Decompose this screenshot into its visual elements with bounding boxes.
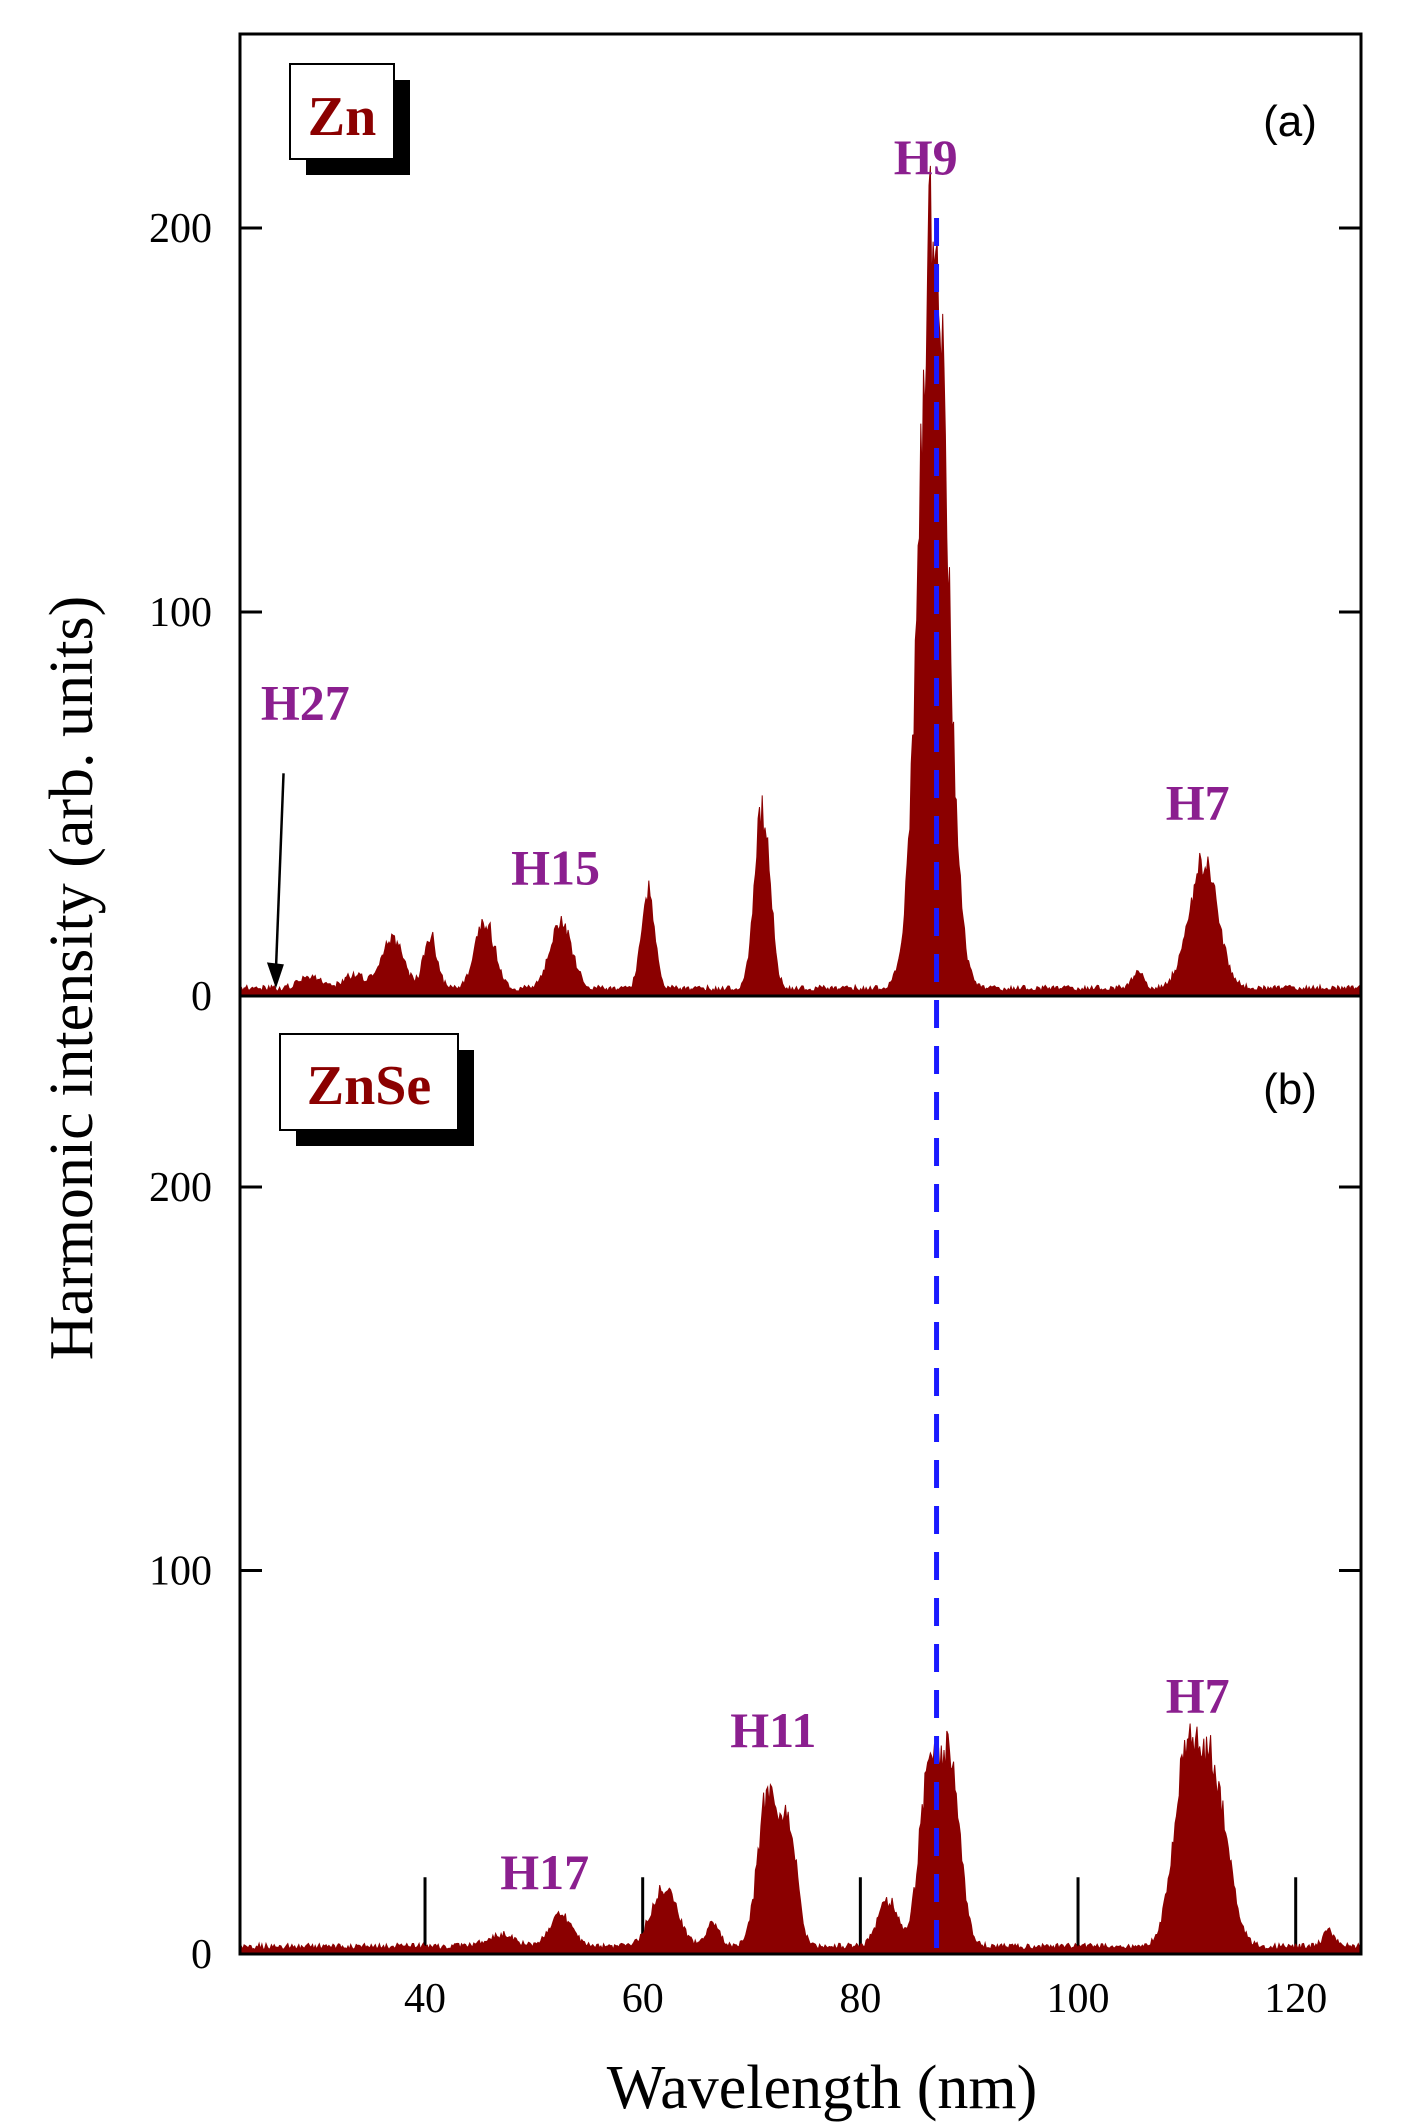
spectrum-area-znse [239, 1723, 1362, 1955]
h27-arrow-head [266, 962, 284, 989]
y-tick-label-a-0: 0 [191, 974, 212, 1020]
znse-label-box [279, 1033, 459, 1131]
spectrum-area-zn [239, 165, 1362, 997]
y-tick-label-b-200: 200 [149, 1165, 212, 1211]
x-tick-label-80: 80 [839, 1976, 881, 2022]
harmonic-label-h27: H27 [261, 675, 350, 731]
h27-arrow-shaft [274, 773, 285, 971]
panel-a: 0 100 200 H27 H15 H9 H7 Zn (a) [149, 32, 1363, 1020]
y-tick-label-b-100: 100 [149, 1549, 212, 1595]
panel-a-frame [238, 32, 1363, 998]
spectrum-fill-b [239, 1723, 1362, 1955]
x-tick-label-40: 40 [404, 1976, 446, 2022]
material-label-zn: Zn [308, 86, 377, 148]
panel-letter-b: (b) [1263, 1065, 1317, 1114]
material-label-znse: ZnSe [307, 1055, 432, 1117]
x-tick-label-60: 60 [622, 1976, 664, 2022]
y-axis-title: Harmonic intensity (arb. units) [38, 596, 106, 1361]
panel-letter-a: (a) [1263, 97, 1317, 146]
x-axis-title: Wavelength (nm) [607, 2054, 1038, 2122]
zn-label-box [289, 63, 395, 160]
harmonic-label-h9: H9 [894, 129, 958, 185]
harmonic-label-h11: H11 [730, 1702, 816, 1758]
harmonic-label-h17: H17 [500, 1844, 589, 1900]
panel-b-frame [238, 994, 1363, 1956]
harmonic-label-h15: H15 [511, 840, 600, 896]
harmonic-label-h7: H7 [1166, 774, 1230, 830]
harmonic-label-h7: H7 [1166, 1667, 1230, 1723]
x-tick-label-100: 100 [1047, 1976, 1110, 2022]
x-tick-label-120: 120 [1264, 1976, 1327, 2022]
y-tick-label-b-0: 0 [191, 1932, 212, 1978]
y-tick-label-a-200: 200 [149, 206, 212, 252]
y-tick-label-a-100: 100 [149, 590, 212, 636]
panel-b: 0 100 200 40 60 80 100 120 H17 H11 H7 ZnSe (b) [149, 994, 1363, 2022]
spectrum-fill-a [239, 165, 1362, 997]
